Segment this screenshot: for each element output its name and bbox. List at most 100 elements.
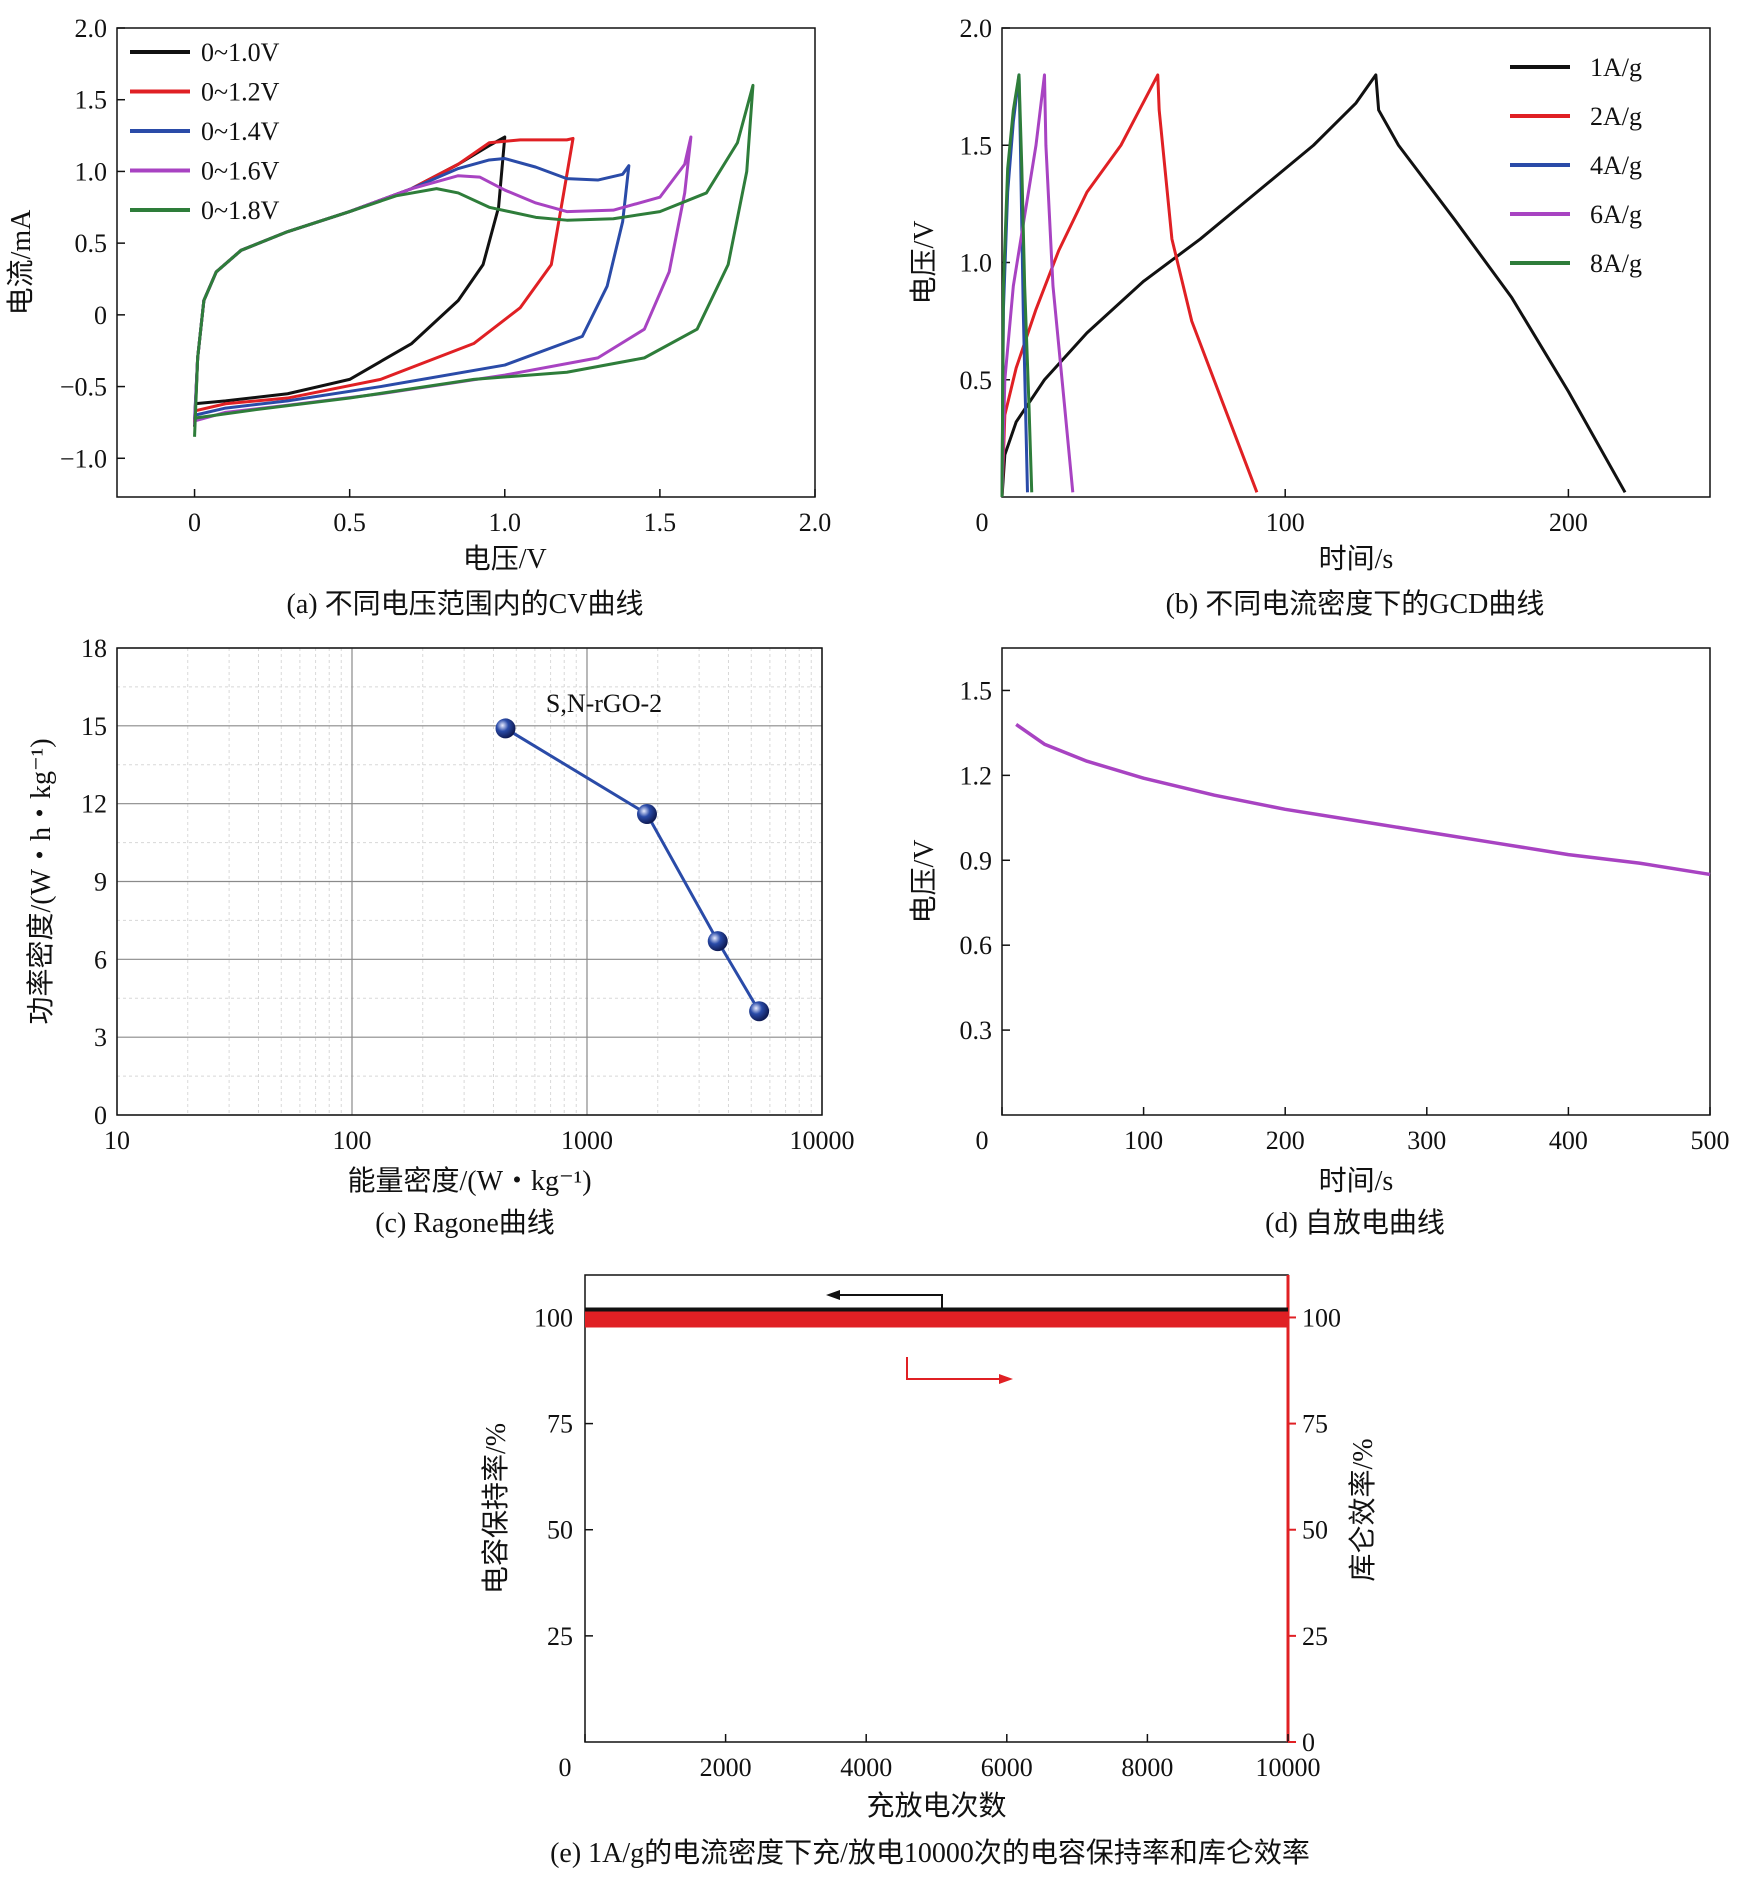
y-tick-label: 9 [94, 868, 107, 897]
caption: (c) Ragone曲线 [375, 1207, 555, 1239]
series-line [1000, 73, 1034, 498]
y-tick-label: 0.9 [960, 846, 993, 875]
y-right-tick-label: 0 [1302, 1728, 1315, 1757]
y-tick-label: 18 [81, 634, 107, 663]
x-tick-label: 0 [976, 508, 989, 537]
y-tick-label: 0.5 [75, 229, 108, 258]
x-axis-label: 电压/V [463, 543, 547, 575]
legend-label: 8A/g [1590, 249, 1642, 278]
y-axis-label: 功率密度/(W・h・kg⁻¹) [25, 738, 57, 1024]
x-axis-label: 充放电次数 [866, 1790, 1006, 1822]
x-tick-label: 1.5 [644, 508, 677, 537]
x-tick-label: 200 [1549, 508, 1588, 537]
x-tick-label: 400 [1549, 1126, 1588, 1155]
x-tick-label: 500 [1691, 1126, 1730, 1155]
caption: (e) 1A/g的电流密度下充/放电10000次的电容保持率和库仑效率 [550, 1837, 1310, 1869]
legend-label: 6A/g [1590, 200, 1642, 229]
y-tick-label: 6 [94, 945, 107, 974]
panel-e-cycling-chart: 0 2000 4000 6000 8000 10000 25 50 75 100 0 25 50 75 10… [480, 1274, 1379, 1869]
plot-frame [584, 1274, 1289, 1743]
efficiency-arrowhead [999, 1374, 1013, 1384]
x-tick-label: 100 [1124, 1126, 1163, 1155]
retention-arrowhead [826, 1290, 840, 1300]
y-right-tick-label: 50 [1302, 1516, 1328, 1545]
x-tick-label: 10000 [1256, 1753, 1321, 1782]
x-tick-label: 200 [1266, 1126, 1305, 1155]
series-annotation: S,N-rGO-2 [546, 689, 662, 718]
x-tick-label: 0 [976, 1126, 989, 1155]
y-right-tick-label: 100 [1302, 1303, 1341, 1332]
y-tick-label: 0.5 [960, 366, 993, 395]
y-tick-label: 75 [547, 1410, 573, 1439]
legend-label: 0~1.2V [201, 78, 280, 107]
panel-b-gcd-chart: 0 100 200 0.5 1.0 1.5 2.0 1A/g 2A/g 4A/g 6A/g 8A/g 时… [908, 14, 1711, 620]
series-line [1000, 73, 1627, 498]
plot-frame [116, 647, 823, 1116]
y-tick-label: −1.0 [60, 444, 107, 473]
legend-label: 0~1.4V [201, 117, 280, 146]
y-axis-label: 电压/V [908, 839, 940, 923]
y-tick-label: 0 [94, 1101, 107, 1130]
y-tick-label: 1.5 [960, 131, 993, 160]
x-tick-label: 8000 [1121, 1753, 1173, 1782]
panel-d-self-discharge-chart: 0 100 200 300 400 500 0.3 0.6 0.9 1.2 1.5 时间/s 电压/V (… [908, 647, 1730, 1239]
y-tick-label: 12 [81, 790, 107, 819]
x-tick-label: 1.0 [489, 508, 522, 537]
y-right-tick-label: 75 [1302, 1410, 1328, 1439]
plot-frame [116, 27, 816, 498]
y-axis-label: 电流/mA [5, 209, 37, 316]
y-right-axis-label: 库仑效率/% [1347, 1438, 1379, 1581]
caption: (b) 不同电流密度下的GCD曲线 [1166, 588, 1545, 620]
y-axis-label: 电容保持率/% [480, 1423, 512, 1594]
y-tick-label: 3 [94, 1023, 107, 1052]
plot-frame [1001, 647, 1711, 1116]
x-tick-label: 0.5 [333, 508, 366, 537]
data-point [495, 718, 516, 739]
y-tick-label: 50 [547, 1516, 573, 1545]
x-tick-label: 0 [188, 508, 201, 537]
x-axis-label: 能量密度/(W・kg⁻¹) [347, 1165, 591, 1197]
series-line [1015, 722, 1711, 877]
retention-arrow [836, 1294, 943, 1309]
legend-label: 0~1.6V [201, 157, 280, 186]
y-tick-label: 15 [81, 712, 107, 741]
y-tick-label: 0.3 [960, 1016, 993, 1045]
x-tick-label: 0 [559, 1753, 572, 1782]
data-point [636, 804, 657, 825]
legend-label: 1A/g [1590, 53, 1642, 82]
x-tick-label: 2.0 [799, 508, 832, 537]
x-tick-label: 1000 [561, 1126, 613, 1155]
data-point [749, 1001, 770, 1022]
efficiency-arrow [906, 1357, 1002, 1380]
series-line [1000, 73, 1075, 498]
caption: (d) 自放电曲线 [1265, 1207, 1445, 1239]
panel-a-cv-chart: 0 0.5 1.0 1.5 2.0 −1.0 −0.5 0 0.5 1.0 1.5 2.0 0~1.0V… [5, 14, 831, 620]
y-tick-label: 100 [534, 1303, 573, 1332]
data-point [707, 931, 728, 952]
x-tick-label: 10 [104, 1126, 130, 1155]
caption: (a) 不同电压范围内的CV曲线 [287, 588, 644, 620]
y-tick-label: 0.6 [960, 931, 993, 960]
y-tick-label: 1.0 [75, 157, 108, 186]
y-tick-label: 25 [547, 1622, 573, 1651]
y-tick-label: 1.2 [960, 761, 993, 790]
y-right-tick-label: 25 [1302, 1622, 1328, 1651]
series-line [193, 83, 755, 437]
y-tick-label: 2.0 [75, 14, 108, 43]
x-tick-label: 2000 [700, 1753, 752, 1782]
x-axis-label: 时间/s [1319, 543, 1394, 575]
x-axis-label: 时间/s [1319, 1165, 1394, 1197]
y-tick-label: −0.5 [60, 373, 107, 402]
x-tick-label: 4000 [840, 1753, 892, 1782]
y-tick-label: 1.5 [75, 86, 108, 115]
series-line [1000, 73, 1259, 498]
series-line [504, 727, 761, 1012]
y-tick-label: 2.0 [960, 14, 993, 43]
x-tick-label: 100 [333, 1126, 372, 1155]
y-tick-label: 1.5 [960, 676, 993, 705]
panel-c-ragone-chart: 10 100 1000 10000 0 3 6 9 12 15 18 S,N-rGO-2 能量密度/(W… [25, 634, 855, 1239]
y-tick-label: 1.0 [960, 249, 993, 278]
x-tick-label: 6000 [981, 1753, 1033, 1782]
x-tick-label: 10000 [790, 1126, 855, 1155]
